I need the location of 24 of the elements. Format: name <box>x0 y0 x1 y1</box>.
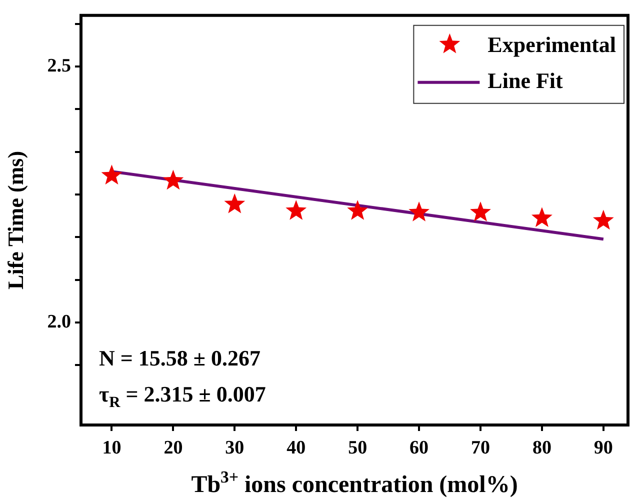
point <box>592 210 614 230</box>
legend-label: Experimental <box>488 32 616 58</box>
y-tick-label: 2.5 <box>47 56 71 77</box>
x-tick-label: 30 <box>225 437 244 458</box>
y-axis-title: Life Time (ms) <box>2 150 28 290</box>
x-tick-label: 10 <box>102 437 122 458</box>
point <box>470 202 491 222</box>
x-tick-label: 50 <box>348 437 368 458</box>
x-tick-label: 70 <box>470 437 490 458</box>
annotation: N = 15.58 ± 0.267 <box>99 345 260 370</box>
point <box>286 200 307 220</box>
y-tick-label: 2.0 <box>47 312 71 333</box>
point <box>347 200 368 220</box>
legend-label: Line Fit <box>488 68 564 94</box>
point <box>101 164 122 185</box>
x-tick-label: 20 <box>164 437 183 458</box>
point <box>162 170 184 190</box>
point <box>408 202 430 222</box>
x-tick-label: 40 <box>286 437 306 458</box>
point <box>531 207 552 228</box>
point <box>224 193 246 214</box>
x-tick-label: 80 <box>532 437 552 458</box>
x-tick-label: 60 <box>410 437 429 458</box>
x-tick-label: 90 <box>594 437 613 458</box>
